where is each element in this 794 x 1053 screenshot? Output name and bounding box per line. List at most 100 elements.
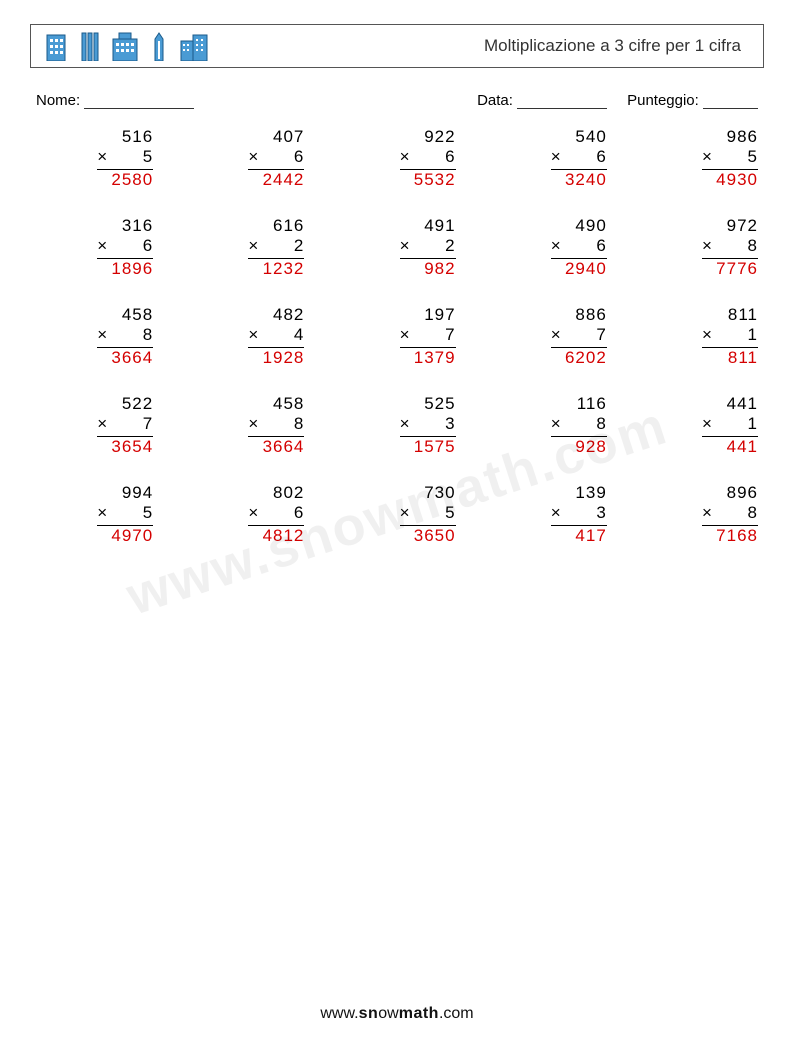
answer: 6202 [551,348,607,368]
mult-sign: × [400,147,410,167]
multiplicand: 490 [551,216,607,236]
problem: 896×87168 [641,483,758,546]
multiplicand: 896 [702,483,758,503]
building-icon [43,31,69,61]
answer: 3650 [400,526,456,546]
mult-sign: × [551,414,561,434]
building-icon [179,31,209,61]
multiplier-row: ×8 [248,414,304,434]
problem: 886×76202 [490,305,607,368]
name-label: Nome: [36,92,80,109]
multiplicand: 407 [248,127,304,147]
building-icon [111,31,139,61]
problem: 490×62940 [490,216,607,279]
multiplier-row: ×8 [702,503,758,523]
problem: 458×83664 [36,305,153,368]
answer: 7776 [702,259,758,279]
multiplicand: 458 [248,394,304,414]
multiplicand: 922 [400,127,456,147]
problem: 525× 3 1575 [338,394,455,457]
mult-sign: × [400,414,410,434]
building-icon [79,31,101,61]
problem: 986×54930 [641,127,758,190]
multiplier: 5 [445,503,455,523]
multiplier-row: ×1 [702,414,758,434]
problems-grid: 516×52580407×62442922×65532540×63240986×… [30,127,764,546]
score-blank[interactable] [703,95,758,109]
mult-sign: × [702,325,712,345]
multiplier: 2 [445,236,455,256]
mult-sign: × [702,414,712,434]
mult-sign: × [248,503,258,523]
mult-sign: × [551,236,561,256]
multiplicand: 986 [702,127,758,147]
answer: 2442 [248,170,304,190]
multiplier-row: ×8 [702,236,758,256]
multiplier-row: ×6 [97,236,153,256]
multiplicand: 458 [97,305,153,325]
multiplier-row: ×6 [400,147,456,167]
mult-sign: × [400,503,410,523]
multiplier: 6 [294,147,304,167]
multiplier-row: ×6 [248,147,304,167]
score-label: Punteggio: [627,92,699,109]
multiplier-row: ×7 [97,414,153,434]
multiplier: 1 [748,325,758,345]
multiplier-row: ×8 [97,325,153,345]
multiplier-row: ×3 [551,503,607,523]
date-blank[interactable] [517,95,607,109]
multiplier-row: ×6 [248,503,304,523]
answer: 1575 [400,437,456,457]
answer: 928 [551,437,607,457]
multiplier: 7 [143,414,153,434]
multiplicand: 994 [97,483,153,503]
multiplicand: 525 [400,394,456,414]
answer: 3664 [248,437,304,457]
mult-sign: × [97,503,107,523]
multiplier-row: ×6 [551,147,607,167]
mult-sign: × [248,236,258,256]
mult-sign: × [248,325,258,345]
mult-sign: × [400,325,410,345]
multiplier-row: ×5 [702,147,758,167]
problem: 730×53650 [338,483,455,546]
problem: 811×1811 [641,305,758,368]
multiplicand: 491 [400,216,456,236]
multiplicand: 139 [551,483,607,503]
multiplier-row: ×5 [97,503,153,523]
multiplicand: 522 [97,394,153,414]
multiplicand: 811 [702,305,758,325]
mult-sign: × [97,325,107,345]
mult-sign: × [551,325,561,345]
problem: 139×3417 [490,483,607,546]
multiplicand: 802 [248,483,304,503]
multiplier: 3 [596,503,606,523]
multiplicand: 316 [97,216,153,236]
multiplier: 8 [748,503,758,523]
multiplier-row: ×7 [400,325,456,345]
multiplicand: 516 [97,127,153,147]
name-blank[interactable] [84,95,194,109]
multiplier: 1 [748,414,758,434]
multiplier: 4 [294,325,304,345]
problem: 116×8928 [490,394,607,457]
answer: 811 [702,348,758,368]
multiplicand: 482 [248,305,304,325]
building-icon [149,31,169,61]
problem: 994×54970 [36,483,153,546]
answer: 5532 [400,170,456,190]
multiplicand: 886 [551,305,607,325]
date-label: Data: [477,92,513,109]
mult-sign: × [702,236,712,256]
multiplier: 6 [596,147,606,167]
multiplier: 8 [748,236,758,256]
multiplier: 6 [445,147,455,167]
multiplier: 3 [445,414,455,434]
answer: 982 [400,259,456,279]
multiplier: 5 [143,147,153,167]
problem: 540×63240 [490,127,607,190]
answer: 1928 [248,348,304,368]
multiplier: 6 [143,236,153,256]
multiplicand: 116 [551,394,607,414]
problem: 458×8 3664 [187,394,304,457]
